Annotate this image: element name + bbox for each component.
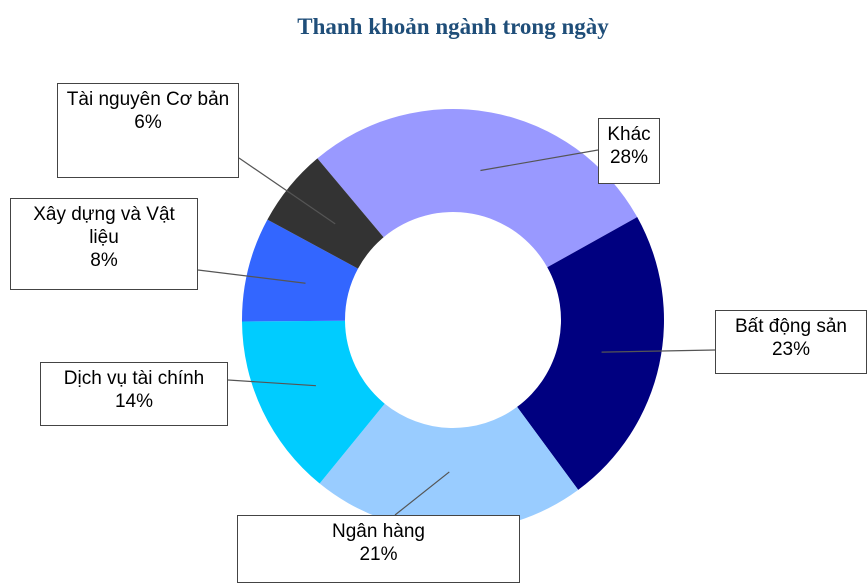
label-value: 28%: [609, 147, 649, 168]
label-name: Ngân hàng: [332, 521, 425, 542]
label-value: 8%: [90, 250, 118, 271]
label-name: Tài nguyên Cơ bản: [66, 89, 230, 110]
slice: [267, 158, 384, 269]
slice: [319, 403, 579, 531]
leader-line: [227, 379, 316, 387]
label-name: Khác: [607, 124, 651, 145]
data-label: Ngân hàng 21%: [237, 515, 520, 583]
label-value: 14%: [114, 391, 154, 412]
leader-line: [238, 157, 336, 225]
leader-line: [394, 471, 450, 516]
leader-line: [480, 149, 599, 172]
label-name: Dịch vụ tài chính: [63, 368, 205, 389]
slice: [242, 320, 385, 484]
data-label: Dịch vụ tài chính 14%: [40, 362, 228, 426]
label-value: 21%: [359, 544, 398, 565]
label-value: 6%: [134, 112, 162, 133]
label-name: Xây dựng và Vật liệu: [33, 204, 175, 248]
data-label: Tài nguyên Cơ bản 6%: [57, 83, 239, 178]
data-label: Xây dựng và Vật liệu 8%: [10, 198, 198, 290]
chart-title: Thanh khoản ngành trong ngày: [297, 14, 609, 39]
data-label: Bất động sản 23%: [715, 310, 867, 374]
label-name: Bất động sản: [735, 316, 847, 337]
leader-line: [601, 349, 716, 353]
slice: [517, 217, 664, 490]
slice: [242, 219, 358, 322]
data-label: Khác 28%: [598, 118, 660, 184]
label-value: 23%: [771, 339, 811, 360]
leader-line: [197, 269, 306, 284]
slice: [317, 109, 638, 268]
